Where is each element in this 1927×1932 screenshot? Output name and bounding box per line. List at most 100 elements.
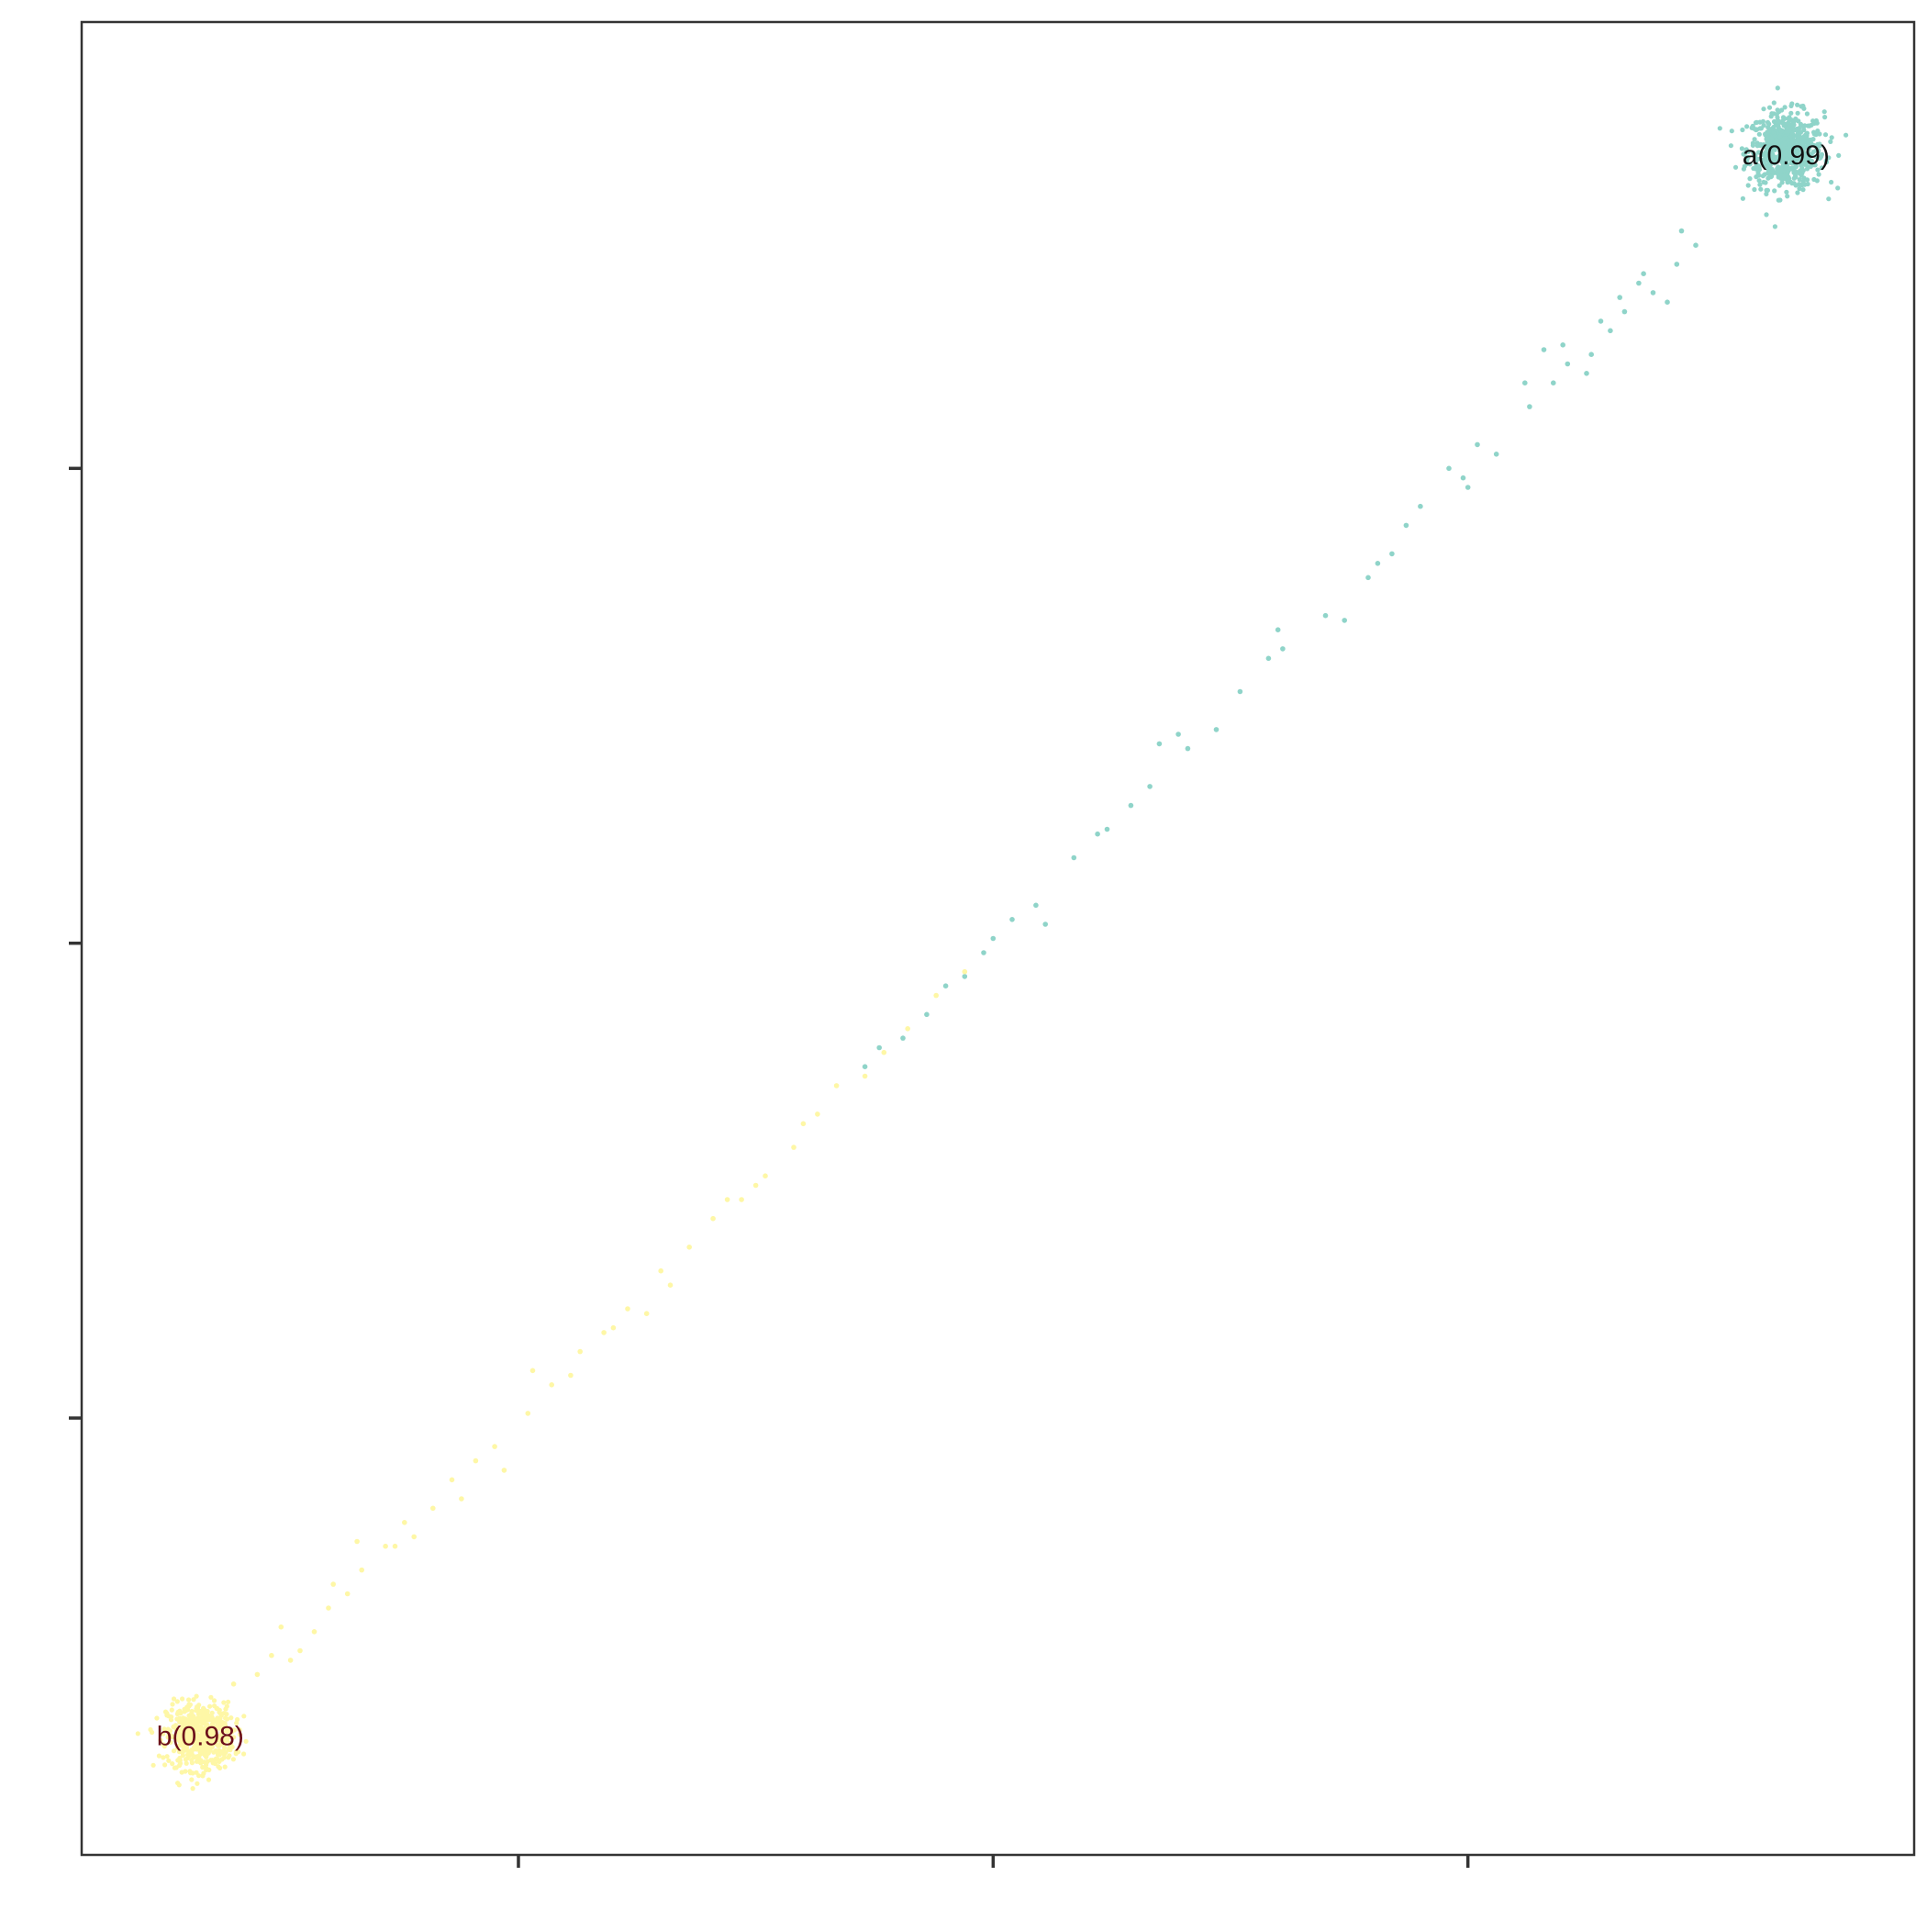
series-1-cluster-point xyxy=(226,1699,231,1704)
series-1-point xyxy=(763,1173,768,1178)
series-0-cluster-point xyxy=(1805,164,1810,170)
series-1-cluster-point xyxy=(220,1730,226,1736)
series-1-cluster-point xyxy=(231,1735,237,1740)
series-0-point xyxy=(1185,745,1191,752)
series-1-point xyxy=(800,1121,807,1127)
series-1-point xyxy=(881,1049,887,1055)
series-1-cluster-point xyxy=(190,1753,195,1759)
series-1-point xyxy=(344,1591,351,1597)
series-1-cluster-point xyxy=(154,1715,160,1721)
series-0-point xyxy=(990,935,997,942)
series-0-cluster-point xyxy=(1750,140,1755,146)
series-0-cluster-point xyxy=(1789,166,1795,172)
series-1-point xyxy=(383,1543,388,1549)
series-1-point xyxy=(529,1368,536,1374)
series-1-cluster-point xyxy=(171,1734,176,1739)
series-1-cluster-point xyxy=(156,1753,162,1759)
series-1-point xyxy=(739,1197,744,1202)
series-0-cluster-point xyxy=(1817,143,1823,149)
series-0-cluster-point xyxy=(1765,135,1770,140)
series-1-cluster-point xyxy=(226,1747,231,1752)
series-1-cluster-point xyxy=(215,1752,221,1758)
series-0-point xyxy=(1475,441,1480,448)
series-0-cluster-point xyxy=(1765,187,1770,193)
series-1-point xyxy=(686,1245,692,1250)
series-0-cluster-point xyxy=(1776,118,1781,124)
series-1-point xyxy=(473,1457,479,1464)
series-1-cluster-point xyxy=(187,1702,193,1707)
series-0-cluster-point xyxy=(1822,115,1828,120)
series-0-cluster-point xyxy=(1772,224,1777,229)
series-0-cluster-point xyxy=(1802,144,1808,150)
series-1-cluster-point xyxy=(189,1725,195,1730)
series-1-point xyxy=(577,1348,583,1355)
series-1-point xyxy=(297,1647,303,1654)
series-0-cluster-point xyxy=(1739,146,1744,151)
series-0-cluster-point xyxy=(1772,138,1777,143)
series-0-point xyxy=(1641,271,1646,277)
series-0-point xyxy=(1541,347,1547,352)
series-0-cluster-point xyxy=(1811,162,1817,167)
series-0-cluster-point xyxy=(1819,165,1824,171)
series-1-cluster-point xyxy=(211,1749,217,1755)
series-1-cluster-point xyxy=(243,1738,249,1744)
series-0-point xyxy=(1280,646,1286,652)
series-1-cluster-point xyxy=(196,1773,202,1779)
series-1-point xyxy=(330,1581,337,1587)
series-0-cluster-point xyxy=(1826,196,1832,202)
series-0-cluster-point xyxy=(1793,116,1799,122)
series-0-cluster-point xyxy=(1795,190,1800,195)
series-0-cluster-point xyxy=(1813,154,1819,160)
series-1-point xyxy=(862,1073,868,1079)
series-1-cluster-point xyxy=(217,1725,223,1731)
series-0-point xyxy=(1674,262,1680,267)
series-1-point xyxy=(724,1197,730,1202)
series-1-cluster-point xyxy=(161,1731,166,1737)
series-0-point xyxy=(1213,727,1220,732)
points-layer xyxy=(135,85,1849,1792)
series-1-cluster-point xyxy=(195,1781,200,1786)
series-0-cluster-point xyxy=(1756,173,1762,178)
series-1-cluster-point xyxy=(180,1728,185,1734)
series-0-cluster-point xyxy=(1826,155,1832,161)
series-1-cluster-point xyxy=(224,1737,229,1743)
series-1-cluster-point xyxy=(189,1760,195,1766)
series-0-cluster-point xyxy=(1752,186,1757,193)
series-0-point xyxy=(876,1044,882,1051)
series-0-point xyxy=(1033,902,1039,909)
series-1-cluster-point xyxy=(191,1745,197,1750)
series-0-cluster-point xyxy=(1765,119,1771,125)
series-0-cluster-point xyxy=(1741,166,1746,172)
series-1-point xyxy=(278,1624,284,1630)
series-0-cluster-point xyxy=(1795,110,1800,116)
series-1-cluster-point xyxy=(228,1740,233,1747)
series-0-cluster-point xyxy=(1763,131,1768,137)
series-0-cluster-point xyxy=(1764,212,1769,218)
series-0-cluster-point xyxy=(1745,183,1751,188)
series-0-cluster-point xyxy=(1776,124,1781,129)
series-0-cluster-point xyxy=(1728,143,1733,149)
series-1-cluster-point xyxy=(180,1719,185,1725)
series-1-cluster-point xyxy=(212,1760,218,1767)
series-0-point xyxy=(1342,618,1347,623)
series-0-cluster-point xyxy=(1788,143,1793,149)
series-0-cluster-point xyxy=(1806,144,1811,150)
series-0-cluster-point xyxy=(1798,121,1803,127)
series-0-point xyxy=(1493,452,1499,457)
series-1-cluster-point xyxy=(217,1759,222,1764)
series-0-cluster-point xyxy=(1747,162,1753,167)
y-axis-ticks xyxy=(69,466,82,1420)
series-0-point xyxy=(1147,784,1153,789)
series-0-point xyxy=(942,983,949,988)
series-0-cluster-point xyxy=(1800,154,1806,160)
series-1-cluster-point xyxy=(185,1752,191,1758)
series-0-cluster-point xyxy=(1775,107,1780,113)
series-0-cluster-point xyxy=(1782,105,1788,110)
series-1-cluster-point xyxy=(162,1762,168,1768)
series-1-point xyxy=(710,1215,716,1222)
series-0-cluster-point xyxy=(1804,111,1810,117)
series-1-cluster-point xyxy=(182,1741,188,1747)
series-0-cluster-point xyxy=(1828,139,1833,144)
series-0-cluster-point xyxy=(1765,170,1771,175)
series-0-point xyxy=(924,1011,930,1018)
